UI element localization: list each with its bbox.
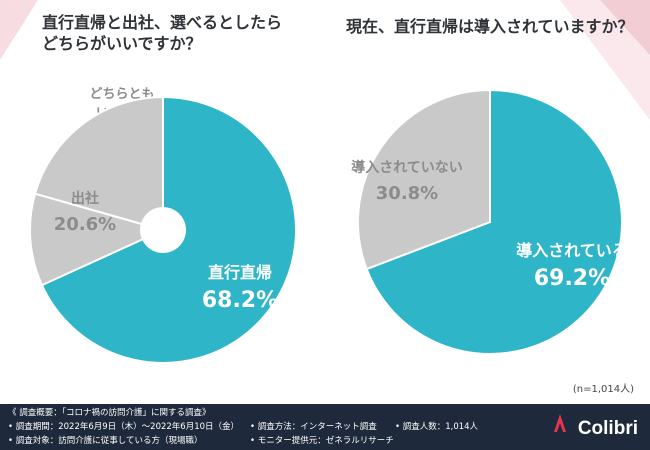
pie0-slice-2: [33, 95, 164, 232]
survey-target: • 調査対象：訪問介護に従事している方（現場職）: [8, 436, 203, 446]
survey-title: 《 調査概要：「コロナ禍の訪問介護」に関する調査》: [8, 408, 211, 418]
pie0-slice-0-label: 直行直帰: [208, 263, 272, 282]
survey-footer: 《 調査概要：「コロナ禍の訪問介護」に関する調査》 • 調査期間：2022年6月…: [0, 404, 650, 450]
pie1-slice-0-label: 導入されている: [516, 241, 628, 260]
colibri-logo-icon: [554, 414, 566, 432]
pie0-slice-0-value: 68.2%: [202, 288, 278, 313]
pie1-slice-1: [357, 88, 491, 271]
right-title-line: 現在、直行直帰は導入されていますか？: [346, 17, 634, 36]
pie1-slice-1-value: 30.8%: [376, 183, 438, 204]
colibri-logo: Colibri: [577, 418, 638, 439]
pie0-slice-2-value: 20.6%: [54, 214, 116, 235]
survey-count: • 調査人数：1,014人: [395, 422, 479, 432]
pie1-slice-0-value: 69.2%: [534, 266, 610, 291]
sample-size: (n=1,014人): [572, 384, 634, 395]
survey-provider: • モニター提供元：ゼネラルリサーチ: [250, 436, 394, 446]
pie0-slice-1: [29, 192, 166, 287]
pie1-slice-0: [365, 88, 623, 355]
left-title-line-1: 直行直帰と出社、選べるとしたら: [42, 13, 283, 32]
survey-method: • 調査方法：インターネット調査: [250, 422, 377, 432]
pie0-donut-hole: [140, 207, 186, 253]
left-title-line-2: どちらがいいですか？: [42, 34, 202, 53]
pie0-slice-2-label: 出社: [71, 190, 99, 207]
right-pie-chart: 導入されている 69.2% 導入されていない 30.8%: [351, 88, 628, 355]
pie1-slice-1-label: 導入されていない: [351, 159, 463, 176]
survey-period: • 調査期間：2022年6月9日（木）～2022年6月10日（金）: [8, 422, 240, 432]
right-chart-title: 現在、直行直帰は導入されていますか？: [346, 16, 634, 37]
left-chart-title: 直行直帰と出社、選べるとしたら どちらがいいですか？: [42, 12, 282, 54]
